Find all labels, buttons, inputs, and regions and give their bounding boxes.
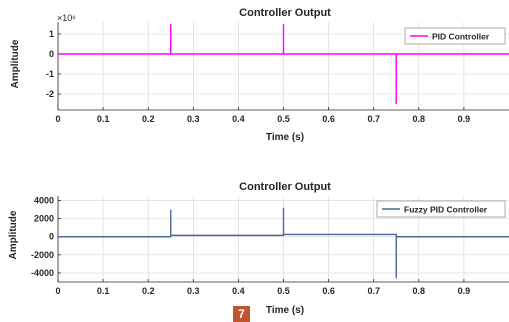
x-tick-label: 0.5 xyxy=(277,286,290,296)
x-tick-label: 0.4 xyxy=(232,114,245,124)
x-axis-label: Time (s) xyxy=(266,305,304,316)
y-axis-label: Amplitude xyxy=(10,39,21,88)
y-tick-label: -4000 xyxy=(31,268,54,278)
x-tick-label: 0.6 xyxy=(322,114,335,124)
chart-pid: Controller Output ×10⁶ Amplitude Time (s… xyxy=(10,7,509,143)
x-tick-label: 0.2 xyxy=(142,114,155,124)
legend-box xyxy=(376,200,506,218)
y-tick-label: 0 xyxy=(49,232,54,242)
y-axis-label: Amplitude xyxy=(8,210,19,259)
x-tick-label: 0.5 xyxy=(277,114,290,124)
y-tick-label: -2000 xyxy=(31,250,54,260)
x-tick-label: 0.1 xyxy=(97,286,110,296)
x-tick-label: 0.1 xyxy=(97,114,110,124)
y-tick-label: -2 xyxy=(46,89,54,99)
y-tick-label: -1 xyxy=(46,69,54,79)
x-tick-label: 0.4 xyxy=(232,286,245,296)
x-tick-label: 0.3 xyxy=(187,114,200,124)
x-tick-label: 0 xyxy=(55,286,60,296)
x-tick-label: 0.3 xyxy=(187,286,200,296)
x-tick-label: 0.7 xyxy=(367,286,380,296)
x-tick-label: 0.6 xyxy=(322,286,335,296)
legend: PID Controller xyxy=(404,27,506,45)
series-line xyxy=(58,207,509,279)
y-multiplier-label: ×10⁶ xyxy=(57,13,76,23)
chart-title: Controller Output xyxy=(239,7,331,19)
x-tick-label: 0 xyxy=(55,114,60,124)
chart-title: Controller Output xyxy=(239,181,331,193)
x-tick-label: 0.2 xyxy=(142,286,155,296)
x-tick-label: 0.9 xyxy=(458,286,471,296)
y-tick-label: 4000 xyxy=(34,196,54,206)
legend-box xyxy=(404,27,506,45)
x-tick-label: 0.7 xyxy=(367,114,380,124)
legend-entry: PID Controller xyxy=(432,32,490,42)
x-tick-label: 0.8 xyxy=(413,286,426,296)
y-tick-label: 0 xyxy=(49,49,54,59)
series-line xyxy=(58,24,509,104)
y-tick-label: 1 xyxy=(49,29,54,39)
page-number-badge: 7 xyxy=(233,306,250,322)
y-tick-label: 2000 xyxy=(34,214,54,224)
chart-fuzzy-pid: Controller Output Amplitude Time (s) 0 0.… xyxy=(8,181,509,316)
x-axis-label: Time (s) xyxy=(266,132,304,143)
x-tick-label: 0.8 xyxy=(413,114,426,124)
x-tick-label: 0.9 xyxy=(458,114,471,124)
legend-entry: Fuzzy PID Controller xyxy=(404,205,488,215)
legend: Fuzzy PID Controller xyxy=(376,200,506,218)
